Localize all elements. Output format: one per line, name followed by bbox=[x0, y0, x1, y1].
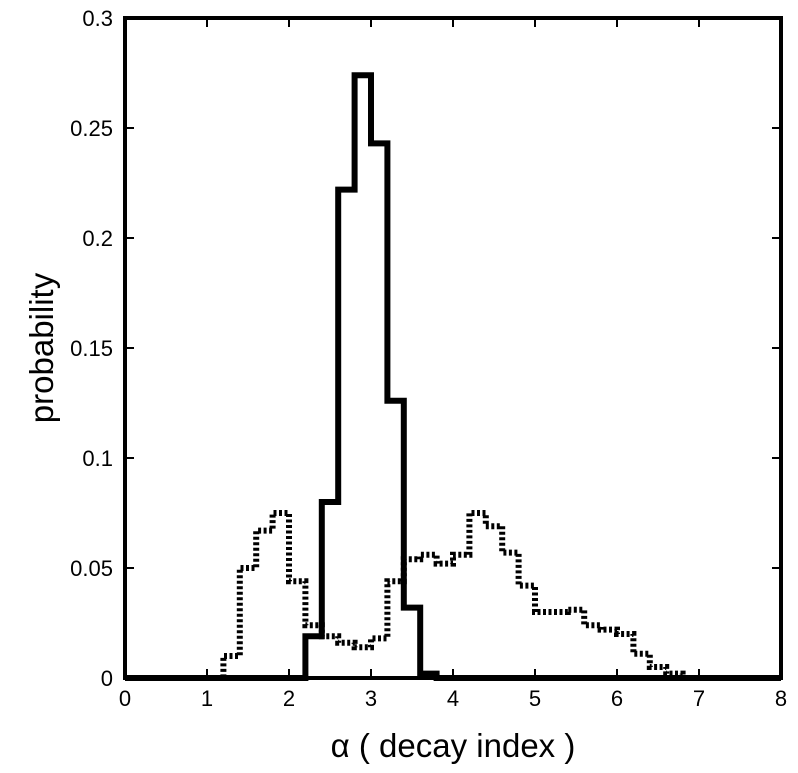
x-tick-label: 7 bbox=[693, 686, 705, 711]
x-tick-label: 8 bbox=[775, 686, 787, 711]
y-tick-label: 0.1 bbox=[82, 446, 113, 471]
x-tick-label: 4 bbox=[447, 686, 459, 711]
x-tick-label: 5 bbox=[529, 686, 541, 711]
y-tick-label: 0.25 bbox=[70, 116, 113, 141]
y-tick-label: 0.05 bbox=[70, 556, 113, 581]
y-tick-label: 0 bbox=[101, 666, 113, 691]
series-solid-histogram bbox=[125, 72, 781, 681]
x-tick-label: 0 bbox=[119, 686, 131, 711]
y-axis-title: probability bbox=[23, 272, 60, 423]
plot-frame bbox=[123, 16, 783, 680]
x-tick-label: 6 bbox=[611, 686, 623, 711]
x-tick-label: 1 bbox=[201, 686, 213, 711]
x-tick-label: 2 bbox=[283, 686, 295, 711]
y-tick-label: 0.15 bbox=[70, 336, 113, 361]
y-tick-label: 0.2 bbox=[82, 226, 113, 251]
x-axis-title: α ( decay index ) bbox=[331, 727, 576, 764]
x-tick-label: 3 bbox=[365, 686, 377, 711]
y-tick-label: 0.3 bbox=[82, 6, 113, 31]
series-dotted-histogram bbox=[125, 510, 781, 681]
